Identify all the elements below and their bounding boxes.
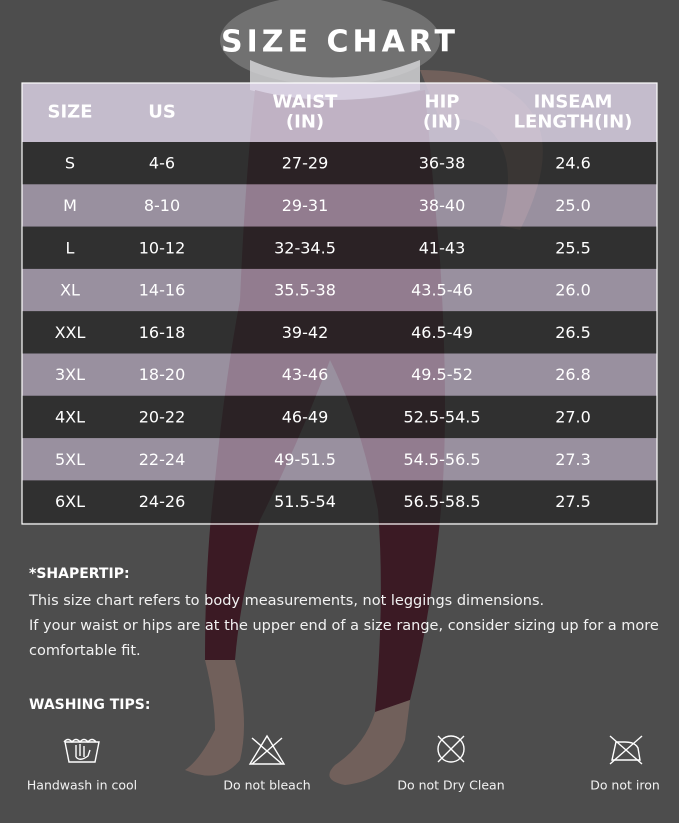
table-row xyxy=(22,226,657,269)
table-row xyxy=(22,184,657,227)
table-cell: XXL xyxy=(55,323,86,342)
table-row xyxy=(22,311,657,354)
shapertip-line: If your waist or hips are at the upper e… xyxy=(29,618,659,634)
table-border xyxy=(21,82,658,525)
table-cell: S xyxy=(65,154,75,173)
washing-items: Handwash in cool Do not bleach Do not Dry … xyxy=(27,778,660,793)
title: SIZE CHART xyxy=(221,25,459,60)
header-cell: INSEAM xyxy=(534,92,613,113)
table-cell: 6XL xyxy=(55,492,85,511)
table-cell: 26.0 xyxy=(555,281,591,300)
table-cell: 35.5-38 xyxy=(274,281,336,300)
icon-no-bleach xyxy=(248,734,286,765)
header-row xyxy=(22,83,657,142)
table-cell: 25.0 xyxy=(555,196,591,215)
table-cell: 38-40 xyxy=(419,196,466,215)
table-cell: 56.5-58.5 xyxy=(403,492,480,511)
table-cell: XL xyxy=(60,281,80,300)
shapertip-line: This size chart refers to body measureme… xyxy=(28,593,544,609)
shapertip-line: comfortable fit. xyxy=(29,643,141,659)
table-cell: 32-34.5 xyxy=(274,238,336,257)
washing-label: Do not Dry Clean xyxy=(397,778,504,793)
table-row xyxy=(22,268,657,312)
table-cell: 49.5-52 xyxy=(411,365,473,384)
table-cell: 3XL xyxy=(55,365,85,384)
header-cell: HIP xyxy=(425,92,460,113)
washing-label: Do not iron xyxy=(590,778,660,793)
table-cell: 27.5 xyxy=(555,492,591,511)
header-cell: WAIST xyxy=(273,92,339,113)
table-cell: 8-10 xyxy=(144,196,180,215)
icon-handwash xyxy=(63,738,100,763)
table-cell: 46.5-49 xyxy=(411,323,473,342)
table-cell: 20-22 xyxy=(139,407,186,426)
header-cell: US xyxy=(148,102,176,123)
table-cell: 27.0 xyxy=(555,407,591,426)
table-cell: 5XL xyxy=(55,450,85,469)
table-cell: 26.5 xyxy=(555,323,591,342)
table-row xyxy=(22,395,657,439)
shapertip-text: This size chart refers to body measureme… xyxy=(28,593,659,659)
table-cell: 43-46 xyxy=(282,365,329,384)
table-row xyxy=(22,438,657,481)
header-cell: LENGTH(IN) xyxy=(514,112,633,133)
table-cell: 39-42 xyxy=(282,323,329,342)
table-cell: M xyxy=(63,196,77,215)
header-cell: (IN) xyxy=(286,112,324,133)
table-cell: 18-20 xyxy=(139,365,186,384)
washing-label: Handwash in cool xyxy=(27,778,137,793)
table-cell: 54.5-56.5 xyxy=(403,450,480,469)
table-cell: 14-16 xyxy=(139,281,186,300)
table-cell: 51.5-54 xyxy=(274,492,336,511)
table-cell: 49-51.5 xyxy=(274,450,336,469)
table-cell: 27.3 xyxy=(555,450,591,469)
icon-no-dry-clean xyxy=(437,735,465,763)
washing-label: Do not bleach xyxy=(223,778,310,793)
table-cell: 4-6 xyxy=(149,154,175,173)
table-cell: 24.6 xyxy=(555,154,591,173)
table-cell: 22-24 xyxy=(139,450,186,469)
table-cell: 46-49 xyxy=(282,407,329,426)
table-cell: 36-38 xyxy=(419,154,466,173)
washing-heading: WASHING TIPS: xyxy=(29,697,150,713)
table-cell: 25.5 xyxy=(555,238,591,257)
header-cell: SIZE xyxy=(47,102,92,123)
table-cell: 26.8 xyxy=(555,365,591,384)
shapertip-heading: *SHAPERTIP: xyxy=(29,566,130,582)
header-cell: (IN) xyxy=(423,112,461,133)
table-cell: 4XL xyxy=(55,407,85,426)
table-cell: 41-43 xyxy=(419,238,466,257)
table-row xyxy=(22,142,657,185)
table-cell: 16-18 xyxy=(139,323,186,342)
table-cell: 10-12 xyxy=(139,238,186,257)
table-cell: L xyxy=(66,238,75,257)
table-cell: 43.5-46 xyxy=(411,281,473,300)
table-cell: 24-26 xyxy=(139,492,186,511)
table-row xyxy=(22,480,657,523)
table-row xyxy=(22,353,657,396)
table-cell: 27-29 xyxy=(282,154,329,173)
table-cell: 52.5-54.5 xyxy=(403,407,480,426)
table-cell: 29-31 xyxy=(282,196,329,215)
icon-no-iron xyxy=(609,735,643,765)
